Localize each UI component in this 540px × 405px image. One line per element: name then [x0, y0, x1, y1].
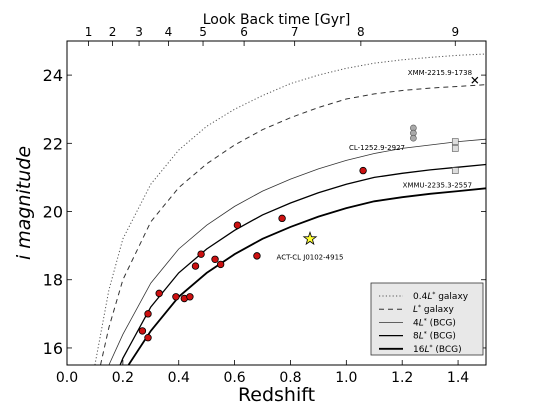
square-point	[451, 167, 459, 174]
square-point	[451, 145, 459, 152]
x-axis-ticks: 0.0 0.2 0.4 0.6 0.8 1.0 1.2 1.4	[56, 360, 469, 386]
y-axis-ticks: 16 18 20 22 24	[43, 66, 486, 358]
top-axis-ticks: 1 2 3 4 5 6 7 8 9	[85, 25, 459, 46]
y-tick-label: 18	[43, 271, 63, 290]
bcg-point	[138, 327, 147, 335]
bcg-point	[233, 221, 242, 229]
bcg-point	[216, 260, 225, 269]
legend-label: L* galaxy	[413, 304, 454, 315]
star-point	[302, 231, 318, 246]
legend-box	[370, 282, 484, 356]
x-tick-label: 0.8	[279, 370, 301, 386]
bcg-point	[155, 289, 163, 298]
y-tick-label: 16	[43, 339, 63, 358]
x-tick-label: 0.6	[223, 370, 245, 386]
legend-label: 4L* (BCG)	[413, 317, 456, 328]
legend: 0.4L* galaxy L* galaxy 4L* (BCG) 8L* (BCG) 1…	[370, 282, 484, 356]
x-tick-label: 1.2	[391, 370, 413, 386]
cross-point	[471, 76, 479, 84]
x-tick-label: 0.2	[112, 370, 134, 386]
y-tick-label: 20	[43, 203, 63, 222]
square-point	[451, 138, 459, 145]
bcg-point	[144, 310, 152, 318]
legend-label: 16L* (BCG)	[413, 344, 462, 355]
x-tick-label: 0.4	[168, 370, 190, 386]
bcg-point	[211, 255, 219, 263]
x-axis-label: Redshift	[238, 384, 315, 405]
top-tick-label: 4	[165, 25, 173, 39]
annotation-label: XMM-2215.9-1738	[408, 69, 472, 77]
curve-l16	[127, 187, 486, 365]
curve-l04	[94, 53, 486, 365]
bcg-point	[144, 334, 152, 342]
bcg-point	[359, 166, 367, 175]
annotations: XMM-2215.9-1738 CL-1252.9-2927 XMMU-2235.3…	[277, 69, 472, 261]
x-tick-label: 0.0	[56, 370, 78, 386]
y-axis-label: i magnitude	[13, 146, 35, 260]
top-tick-label: 9	[451, 25, 459, 39]
curve-l1	[100, 84, 486, 365]
top-tick-label: 7	[291, 25, 299, 39]
annotation-label: CL-1252.9-2927	[349, 144, 405, 152]
bcg-point	[186, 293, 194, 301]
curve-l4	[108, 138, 486, 365]
x-tick-label: 1.4	[447, 370, 469, 386]
y-tick-label: 22	[43, 134, 63, 153]
bcg-point	[172, 293, 180, 301]
top-axis-label: Look Back time [Gyr]	[203, 12, 351, 28]
legend-label: 0.4L* galaxy	[413, 291, 469, 302]
y-axis-label-text: i magnitude	[13, 146, 35, 260]
legend-label: 8L* (BCG)	[413, 331, 456, 342]
plot-frame	[66, 40, 487, 366]
top-tick-label: 6	[240, 25, 248, 39]
bcg-point	[253, 252, 261, 260]
top-tick-label: 8	[357, 25, 365, 39]
top-tick-label: 5	[199, 25, 207, 39]
top-tick-label: 3	[135, 25, 143, 39]
data-points	[138, 76, 479, 342]
top-tick-label: 1	[85, 25, 93, 39]
x-tick-label: 1.0	[335, 370, 357, 386]
top-tick-label: 2	[109, 25, 117, 39]
bcg-point	[191, 262, 200, 270]
bcg-point	[278, 214, 286, 223]
grey-circle-point	[410, 134, 417, 142]
annotation-label: ACT-CL J0102-4915	[277, 253, 344, 261]
annotation-label: XMMU-2235.3-2557	[403, 182, 472, 190]
y-tick-label: 24	[43, 66, 63, 85]
bcg-point	[197, 250, 205, 258]
